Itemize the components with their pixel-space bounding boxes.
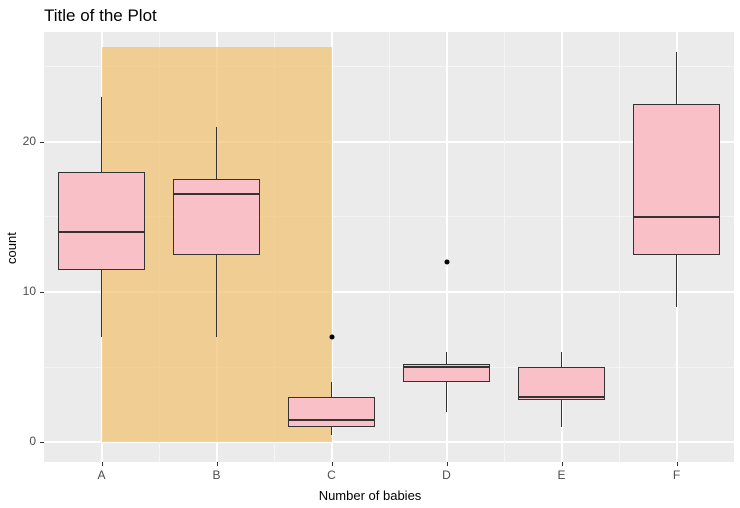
grid-minor-v xyxy=(389,32,390,462)
chart-container: { "title": "Title of the Plot", "title_f… xyxy=(0,0,740,508)
x-tick xyxy=(102,462,103,466)
x-tick-label: D xyxy=(427,468,467,482)
box xyxy=(288,397,374,427)
x-tick-label: B xyxy=(197,468,237,482)
whisker-lower xyxy=(101,270,102,338)
x-tick xyxy=(217,462,218,466)
median-line xyxy=(403,366,489,368)
y-tick xyxy=(40,442,44,443)
whisker-upper xyxy=(101,97,102,172)
grid-minor-v xyxy=(504,32,505,462)
x-axis-title: Number of babies xyxy=(0,488,740,503)
median-line xyxy=(58,231,144,233)
whisker-upper xyxy=(561,352,562,367)
y-tick-label: 20 xyxy=(23,134,36,148)
box xyxy=(58,172,144,270)
y-axis-title: count xyxy=(4,232,19,264)
box xyxy=(633,104,719,254)
grid-minor-v xyxy=(619,32,620,462)
outlier xyxy=(444,260,449,265)
outlier xyxy=(329,335,334,340)
whisker-upper xyxy=(676,52,677,105)
box xyxy=(173,179,259,254)
x-tick-label: A xyxy=(82,468,122,482)
y-tick xyxy=(40,142,44,143)
whisker-upper xyxy=(331,382,332,397)
y-tick xyxy=(40,292,44,293)
y-tick-label: 0 xyxy=(29,434,36,448)
whisker-lower xyxy=(446,382,447,412)
x-tick xyxy=(447,462,448,466)
x-tick xyxy=(332,462,333,466)
x-tick-label: C xyxy=(312,468,352,482)
x-tick-label: E xyxy=(542,468,582,482)
whisker-upper xyxy=(216,127,217,180)
whisker-lower xyxy=(331,427,332,435)
x-tick xyxy=(562,462,563,466)
x-tick xyxy=(677,462,678,466)
plot-title: Title of the Plot xyxy=(44,6,157,26)
whisker-lower xyxy=(676,255,677,308)
median-line xyxy=(633,216,719,218)
whisker-lower xyxy=(216,255,217,338)
whisker-upper xyxy=(446,352,447,364)
whisker-lower xyxy=(561,400,562,427)
median-line xyxy=(288,419,374,421)
median-line xyxy=(518,396,604,398)
y-tick-label: 10 xyxy=(23,284,36,298)
median-line xyxy=(173,193,259,195)
x-tick-label: F xyxy=(657,468,697,482)
